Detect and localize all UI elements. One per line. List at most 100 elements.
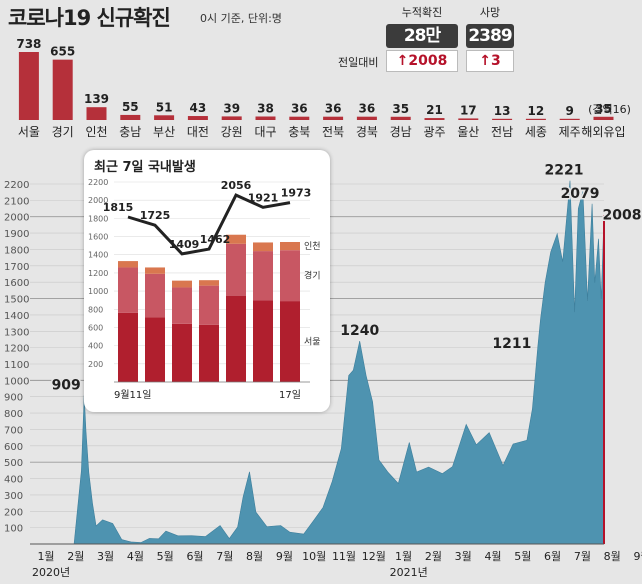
inset-y-tick-label: 400: [88, 342, 103, 351]
peak-callout: 2079: [561, 186, 600, 202]
y-tick-label: 800: [4, 409, 23, 420]
y-tick-label: 1400: [4, 311, 29, 322]
stack-인천: [145, 267, 165, 274]
month-label: 8월: [604, 550, 621, 563]
month-label: 1월: [37, 550, 54, 563]
bar-value-label: 738: [16, 37, 41, 51]
category-label: 경기: [52, 125, 74, 139]
bar-인천: [86, 107, 107, 120]
stack-서울: [118, 312, 138, 382]
inset-y-tick-label: 1400: [88, 251, 108, 260]
month-label: 11월: [332, 550, 356, 563]
deaths-value: 2389: [466, 24, 514, 48]
inset-y-tick-label: 1800: [88, 214, 108, 223]
month-label: 8월: [246, 550, 263, 563]
line-value-label: 1921: [248, 191, 279, 204]
bar-광주: [424, 118, 445, 120]
bar-경북: [356, 116, 377, 120]
bar-세종: [525, 118, 546, 120]
stack-서울: [172, 323, 192, 382]
y-tick-label: 1500: [4, 295, 29, 306]
category-label: 울산: [457, 125, 479, 139]
inset-y-tick-label: 1200: [88, 269, 108, 278]
month-label: 4월: [484, 550, 501, 563]
bar-value-label: 36: [291, 102, 308, 116]
stack-인천: [172, 280, 192, 288]
peak-callout: 1240: [340, 323, 379, 339]
category-label: 대구: [254, 125, 276, 139]
bar-대전: [187, 116, 208, 120]
inset-y-tick-label: 200: [88, 360, 103, 369]
line-value-label: 1725: [140, 209, 171, 222]
bar-대구: [255, 116, 276, 120]
month-label: 3월: [97, 550, 114, 563]
y-tick-label: 1800: [4, 245, 29, 256]
month-label: 6월: [186, 550, 203, 563]
y-tick-label: 2200: [4, 180, 29, 191]
category-label: 해외유입: [581, 125, 625, 139]
inset-y-tick-label: 800: [88, 305, 103, 314]
stack-인천: [226, 234, 246, 244]
category-label: 서울: [18, 125, 40, 139]
y-tick-label: 1300: [4, 327, 29, 338]
line-value-label: 1409: [169, 238, 200, 251]
stack-서울: [253, 300, 273, 382]
bar-value-label: 55: [122, 100, 139, 114]
bar-전북: [323, 116, 344, 120]
bar-강원: [221, 116, 242, 120]
y-tick-label: 200: [4, 507, 23, 518]
series-label: 서울: [304, 337, 321, 348]
bar-value-label: 35: [595, 102, 612, 116]
month-label: 2월: [425, 550, 442, 563]
line-value-label: 1815: [103, 201, 134, 214]
y-tick-label: 900: [4, 393, 23, 404]
total-line: [127, 193, 291, 256]
deaths-label: 사망: [479, 6, 501, 19]
y-tick-label: 1700: [4, 262, 29, 273]
month-label: 12월: [362, 550, 386, 563]
category-label: 경남: [390, 125, 412, 139]
month-label: 1월: [395, 550, 412, 563]
bar-annotation: (검역16): [588, 103, 631, 116]
deaths-diff: ↑3: [466, 50, 514, 72]
y-tick-label: 1200: [4, 344, 29, 355]
stack-경기: [172, 287, 192, 324]
y-tick-label: 100: [4, 524, 23, 535]
peak-callout: 909: [52, 377, 81, 393]
month-label: 5월: [514, 550, 531, 563]
region-bar-chart: 738서울655경기139인천55충남51부산43대전39강원38대구36충북3…: [16, 37, 631, 139]
series-label: 인천: [304, 241, 321, 252]
bar-value-label: 36: [359, 102, 376, 116]
bar-value-label: 21: [426, 103, 443, 117]
category-label: 대전: [187, 125, 209, 139]
bar-value-label: 9: [566, 104, 574, 118]
month-label: 10월: [302, 550, 326, 563]
title-note: 0시 기준, 단위:명: [200, 12, 282, 25]
month-label: 9월: [276, 550, 293, 563]
bar-부산: [154, 115, 175, 120]
category-label: 광주: [423, 125, 445, 139]
inset-x-label: 9월11일: [114, 389, 152, 401]
bar-value-label: 13: [494, 104, 511, 118]
bar-경기: [52, 59, 73, 120]
category-label: 제주: [559, 125, 581, 139]
month-label: 4월: [127, 550, 144, 563]
month-label: 6월: [544, 550, 561, 563]
inset-y-tick-label: 600: [88, 323, 103, 332]
bar-해외유입: [593, 116, 614, 120]
page-title: 코로나19 신규확진: [8, 6, 171, 30]
stack-경기: [118, 267, 138, 313]
category-label: 세종: [525, 125, 547, 139]
y-tick-label: 2100: [4, 196, 29, 207]
bar-value-label: 655: [50, 45, 75, 59]
bar-value-label: 139: [84, 92, 109, 106]
stack-서울: [226, 295, 246, 382]
bar-value-label: 43: [190, 101, 207, 115]
month-label: 2월: [67, 550, 84, 563]
year-label: 2020년: [32, 566, 70, 579]
category-label: 경북: [356, 125, 378, 139]
y-tick-label: 1600: [4, 278, 29, 289]
bar-전남: [492, 118, 513, 120]
daily-cases-area: [47, 180, 605, 545]
